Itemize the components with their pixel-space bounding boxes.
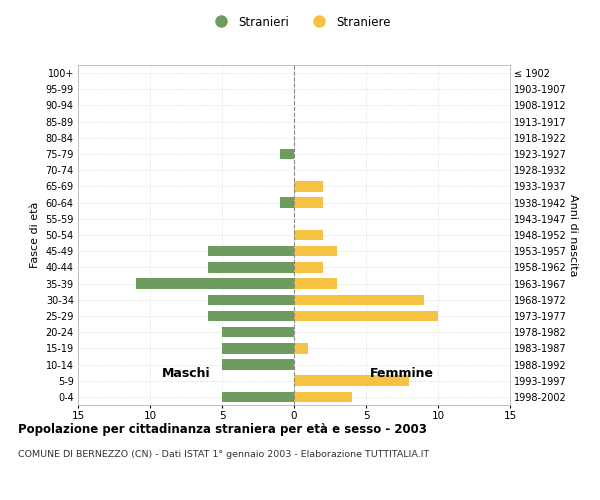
Bar bbox=[208, 294, 294, 305]
Bar bbox=[294, 262, 323, 272]
Text: COMUNE DI BERNEZZO (CN) - Dati ISTAT 1° gennaio 2003 - Elaborazione TUTTITALIA.I: COMUNE DI BERNEZZO (CN) - Dati ISTAT 1° … bbox=[18, 450, 429, 459]
Bar bbox=[294, 310, 438, 321]
Bar bbox=[294, 230, 323, 240]
Bar bbox=[294, 376, 409, 386]
Bar bbox=[222, 360, 294, 370]
Bar bbox=[208, 310, 294, 321]
Text: Popolazione per cittadinanza straniera per età e sesso - 2003: Popolazione per cittadinanza straniera p… bbox=[18, 422, 427, 436]
Bar bbox=[294, 294, 424, 305]
Bar bbox=[222, 327, 294, 338]
Bar bbox=[294, 392, 352, 402]
Bar bbox=[294, 181, 323, 192]
Text: Femmine: Femmine bbox=[370, 367, 434, 380]
Y-axis label: Fasce di età: Fasce di età bbox=[30, 202, 40, 268]
Text: Maschi: Maschi bbox=[161, 367, 211, 380]
Bar bbox=[208, 262, 294, 272]
Bar bbox=[222, 392, 294, 402]
Bar bbox=[294, 246, 337, 256]
Bar bbox=[280, 198, 294, 208]
Bar bbox=[208, 246, 294, 256]
Y-axis label: Anni di nascita: Anni di nascita bbox=[568, 194, 578, 276]
Bar bbox=[222, 343, 294, 353]
Legend: Stranieri, Straniere: Stranieri, Straniere bbox=[204, 11, 396, 34]
Bar bbox=[294, 343, 308, 353]
Bar bbox=[294, 198, 323, 208]
Bar bbox=[294, 278, 337, 289]
Bar bbox=[136, 278, 294, 289]
Bar bbox=[280, 149, 294, 160]
